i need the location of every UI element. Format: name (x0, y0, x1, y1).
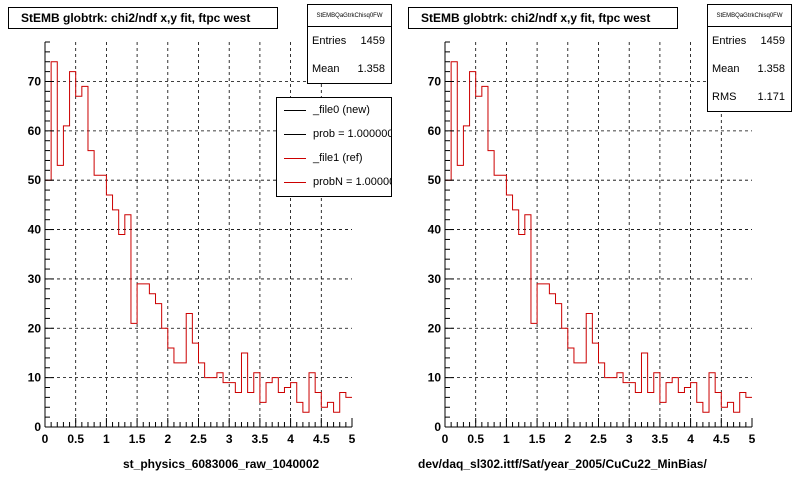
y-tick-label: 0 (34, 420, 41, 434)
histogram-series-line (445, 61, 752, 413)
stats-label: Entries (712, 35, 747, 47)
x-tick-label: 3 (626, 432, 633, 446)
stats-label: Mean (712, 63, 740, 75)
x-tick-label: 3 (226, 432, 233, 446)
legend: _file0 (new) prob = 1.000000 _file1 (ref… (276, 97, 392, 197)
x-tick-label: 0 (442, 432, 449, 446)
y-tick-label: 60 (28, 124, 42, 138)
histogram-panel-left: 0 0.5 1 1.5 2 2.5 3 3.5 4 4.5 5 0 10 20 30 40 50 60 70 StE… (8, 4, 392, 471)
stats-row-entries: Entries 1459 (708, 27, 791, 55)
y-tick-label: 10 (28, 371, 42, 385)
plot-title: StEMB globtrk: chi2/ndf x,y fit, ftpc we… (408, 7, 678, 29)
x-tick-label: 5 (749, 432, 756, 446)
x-tick-label: 0.5 (467, 432, 484, 446)
stats-row-rms: RMS 1.171 (708, 83, 791, 111)
x-tick-label: 2 (564, 432, 571, 446)
legend-label: _file0 (new) (313, 104, 370, 116)
x-tick-label: 3.5 (652, 432, 669, 446)
stats-row-mean: Mean 1.358 (708, 55, 791, 83)
stats-value: 1459 (360, 35, 385, 47)
x-tick-label: 2.5 (590, 432, 607, 446)
y-tick-label: 60 (428, 124, 442, 138)
x-tick-label: 3.5 (252, 432, 269, 446)
x-tick-label: 4 (287, 432, 294, 446)
x-tick-label: 1.5 (129, 432, 146, 446)
x-tick-label: 2 (164, 432, 171, 446)
x-tick-label: 4 (687, 432, 694, 446)
legend-entry: _file0 (new) (277, 98, 391, 122)
x-tick-label: 0.5 (67, 432, 84, 446)
plot-title: StEMB globtrk: chi2/ndf x,y fit, ftpc we… (8, 7, 278, 29)
x-tick-label: 4.5 (313, 432, 330, 446)
stats-row-mean: Mean 1.358 (308, 55, 391, 83)
legend-label: _file1 (ref) (313, 152, 363, 164)
y-tick-label: 70 (428, 74, 442, 88)
stats-value: 1459 (760, 35, 785, 47)
x-axis-title: dev/daq_sl302.ittf/Sat/year_2005/CuCu22_… (418, 457, 707, 471)
stats-value: 1.358 (757, 63, 785, 75)
y-tick-label: 70 (28, 74, 42, 88)
y-tick-label: 0 (434, 420, 441, 434)
legend-entry: probN = 1.000000 (277, 170, 391, 194)
y-tick-label: 20 (28, 321, 42, 335)
x-tick-label: 4.5 (713, 432, 730, 446)
stats-box: StEMBQaGtrkChisq0FW Entries 1459 Mean 1.… (307, 4, 392, 84)
stats-value: 1.358 (357, 63, 385, 75)
x-tick-label: 5 (349, 432, 356, 446)
histogram-series-line (45, 61, 352, 413)
legend-line-swatch (284, 134, 306, 135)
x-tick-label: 1 (503, 432, 510, 446)
legend-line-swatch (284, 158, 306, 159)
y-tick-label: 10 (428, 371, 442, 385)
stats-row-entries: Entries 1459 (308, 27, 391, 55)
stats-label: Mean (312, 63, 340, 75)
y-tick-label: 30 (428, 272, 442, 286)
stats-name: StEMBQaGtrkChisq0FW (708, 5, 791, 27)
legend-entry: prob = 1.000000 (277, 122, 391, 146)
stats-name: StEMBQaGtrkChisq0FW (308, 5, 391, 27)
stats-label: RMS (712, 91, 737, 103)
x-tick-label: 1 (103, 432, 110, 446)
y-tick-label: 40 (28, 223, 42, 237)
x-axis-title: st_physics_6083006_raw_1040002 (123, 457, 320, 471)
stats-value: 1.171 (757, 91, 785, 103)
x-tick-label: 2.5 (190, 432, 207, 446)
y-tick-label: 50 (428, 173, 442, 187)
legend-line-swatch (284, 182, 306, 183)
y-tick-label: 30 (28, 272, 42, 286)
histogram-panel-right: 0 0.5 1 1.5 2 2.5 3 3.5 4 4.5 5 0 10 20 30 40 50 60 70 StE… (400, 0, 800, 480)
legend-entry: _file1 (ref) (277, 146, 391, 170)
legend-label: probN = 1.000000 (313, 176, 391, 188)
legend-line-swatch (284, 110, 306, 111)
y-tick-label: 40 (428, 223, 442, 237)
legend-label: prob = 1.000000 (313, 128, 392, 140)
x-tick-label: 1.5 (529, 432, 546, 446)
stats-label: Entries (312, 35, 347, 47)
stats-box: StEMBQaGtrkChisq0FW Entries 1459 Mean 1.… (707, 4, 792, 112)
y-tick-label: 50 (28, 173, 42, 187)
y-tick-label: 20 (428, 321, 442, 335)
x-tick-label: 0 (42, 432, 49, 446)
